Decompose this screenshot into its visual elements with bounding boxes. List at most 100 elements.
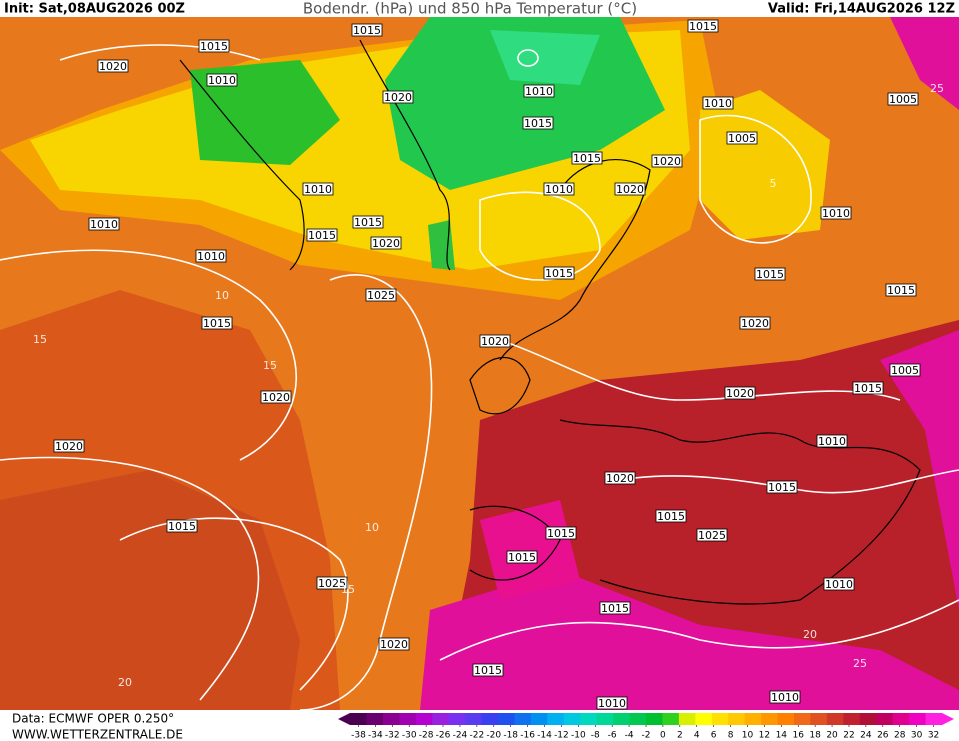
colorbar-swatch (892, 713, 910, 725)
colorbar-swatch (843, 713, 861, 725)
isobar (517, 49, 539, 67)
isobar-label: 1010 (90, 218, 118, 231)
colorbar-tick-label: 4 (694, 731, 700, 741)
coastline (469, 505, 561, 581)
isobar-label: 1005 (889, 93, 917, 106)
colorbar-tick-label: 6 (711, 731, 717, 741)
cold-area (385, 17, 665, 190)
colorbar-swatch (514, 713, 532, 725)
colorbar-swatch (596, 713, 614, 725)
isobar-label-box (97, 59, 129, 73)
colorbar-swatch (826, 713, 844, 725)
colorbar-swatch (481, 713, 499, 725)
colorbar-swatch (794, 713, 811, 725)
isobar-label-box (198, 39, 230, 53)
isobar-label-box (726, 131, 758, 145)
colorbar-swatch (876, 713, 894, 725)
colorbar-tick-label: -6 (608, 731, 617, 741)
colorbar-swatch (465, 713, 483, 725)
isobar-label-box (571, 151, 603, 165)
temperature-label: 15 (263, 359, 277, 372)
isobar-label: 1015 (353, 24, 381, 37)
isobar-label: 1015 (854, 382, 882, 395)
isobar-label-box (687, 19, 719, 33)
colorbar-tick-label: 10 (742, 731, 754, 741)
colorbar-swatch (366, 713, 384, 725)
isobar-label: 1015 (308, 229, 336, 242)
colorbar-tick-label: 30 (911, 731, 923, 741)
isobar-label-box (523, 84, 555, 98)
isobar-label-box (651, 154, 683, 168)
isobar-label-box (506, 550, 538, 564)
coastline (179, 59, 305, 271)
isobar-label: 1010 (704, 97, 732, 110)
very-hot-area (890, 17, 959, 110)
isobar-label-box (316, 576, 348, 590)
isobar-label-box (306, 228, 338, 242)
isobar-label-box (479, 334, 511, 348)
isobar (59, 44, 261, 61)
temperature-label: 25 (853, 657, 867, 670)
isobar-label: 1010 (197, 250, 225, 263)
isobar-label: 1010 (822, 207, 850, 220)
isobar-label: 1020 (99, 60, 127, 73)
colorbar-swatch (448, 713, 466, 725)
isobar-label-box (696, 528, 728, 542)
isobar-label: 1010 (771, 691, 799, 704)
isobar-label: 1020 (481, 335, 509, 348)
colorbar-tick-label: -20 (486, 731, 501, 741)
isobar-label-box (166, 519, 198, 533)
init-time: Init: Sat,08AUG2026 00Z (4, 2, 185, 17)
colorbar-swatch (695, 713, 713, 725)
colorbar-tick-label: -2 (642, 731, 651, 741)
isobar-label-box (769, 690, 801, 704)
colorbar-tick-label: 24 (860, 731, 872, 741)
colorbar-tick-label: 14 (776, 731, 788, 741)
isobar-label: 1020 (606, 472, 634, 485)
colorbar: -38 -34 -32 -30 -28 -26 -24 -22 -20 -18 -16 -14 -12-… (338, 713, 954, 741)
colorbar-swatch (350, 713, 367, 725)
very-hot-area (880, 330, 959, 610)
colorbar-tick-label: 8 (728, 731, 734, 741)
isobar-label-box (302, 182, 334, 196)
colorbar-swatch (613, 713, 631, 725)
header-bar (0, 0, 959, 17)
isobar-label-box (88, 217, 120, 231)
colorbar-swatch (728, 713, 746, 725)
isobar-label-box (655, 509, 687, 523)
colorbar-tick-label: -30 (402, 731, 417, 741)
isobar-label-box (206, 73, 238, 87)
colorbar-tick-label: 18 (809, 731, 821, 741)
isobar-label: 1010 (545, 183, 573, 196)
isobar-label: 1015 (545, 267, 573, 280)
isobar (479, 191, 601, 281)
colorbar-tick-label: -8 (591, 731, 600, 741)
colorbar-swatch (580, 713, 598, 725)
data-source: Data: ECMWF OPER 0.250° (12, 712, 174, 726)
isobar-label: 1005 (891, 364, 919, 377)
isobar-label-box (766, 480, 798, 494)
isobar-label-box (604, 471, 636, 485)
coastline (499, 159, 651, 361)
colorbar-swatch (415, 713, 433, 725)
colorbar-tick-label: -14 (537, 731, 552, 741)
colorbar-swatch (382, 713, 400, 725)
isobar-label: 1010 (598, 697, 626, 710)
isobar-label-box (599, 601, 631, 615)
isobar-label: 1025 (367, 289, 395, 302)
very-hot-area (480, 500, 580, 600)
colorbar-swatch (629, 713, 647, 725)
isobar-label: 1020 (741, 317, 769, 330)
isobar-label-box (724, 386, 756, 400)
colorbar-tick-label: 2 (677, 731, 683, 741)
isobar-label-box (545, 526, 577, 540)
valid-time: Valid: Fri,14AUG2026 12Z (768, 2, 955, 17)
isobar-label-box (614, 182, 646, 196)
colorbar-swatch (925, 713, 943, 725)
colorbar-swatch (744, 713, 762, 725)
temperature-label: 10 (365, 521, 379, 534)
colorbar-swatch (646, 713, 663, 725)
isobar-label: 1025 (318, 577, 346, 590)
cool-area (700, 90, 830, 240)
